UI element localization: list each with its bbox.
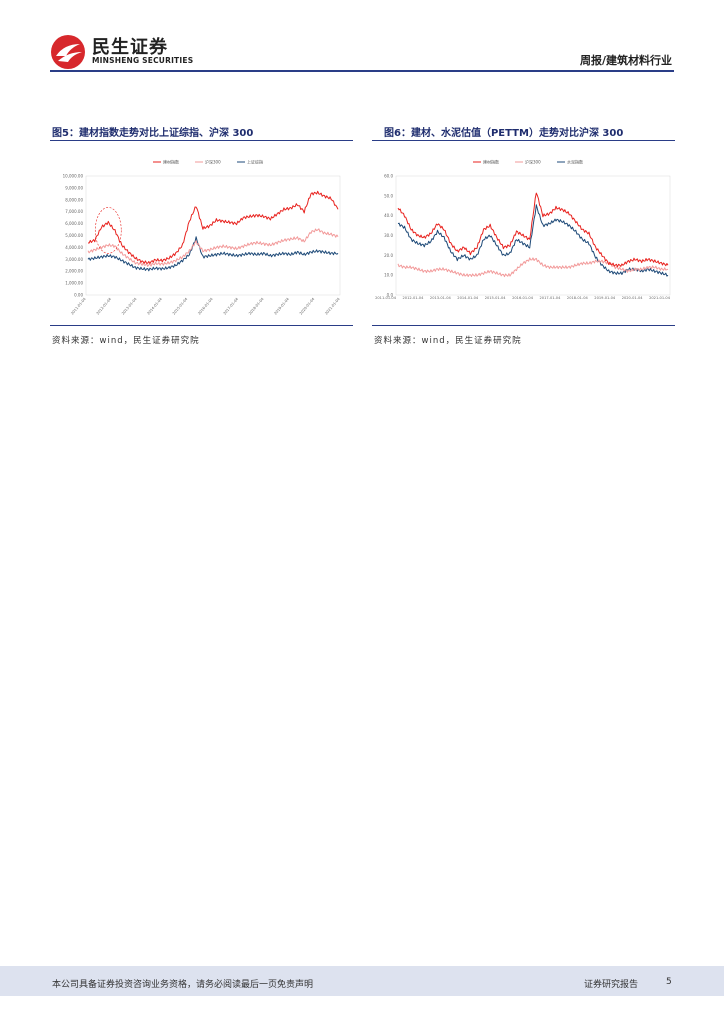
y-tick-label: 1,000.00 xyxy=(65,281,83,286)
x-tick-label: 2017-01-04 xyxy=(223,297,240,316)
figure-5-chart: 0.00 1,000.00 2,000.00 3,000.00 4,000.00 5,00… xyxy=(63,159,342,316)
y-tick-label: 6,000.00 xyxy=(65,221,83,226)
series-line xyxy=(397,257,669,278)
figure-5-source: 资料来源：wind，民生证券研究院 xyxy=(52,336,200,346)
legend-label: 建材指数 xyxy=(163,159,179,165)
figure-6-top-rule xyxy=(372,140,675,141)
y-tick-label: 30.0 xyxy=(384,233,393,238)
x-tick-label: 2020-01-04 xyxy=(622,296,644,300)
x-tick-label: 2018-01-04 xyxy=(567,296,589,300)
y-tick-label: 10,000.00 xyxy=(63,174,84,179)
y-tick-label: 0.00 xyxy=(74,293,83,298)
x-tick-label: 2015-01-04 xyxy=(485,296,507,300)
x-tick-label: 2011-01-04 xyxy=(375,296,397,300)
y-tick-label: 4,000.00 xyxy=(65,245,83,250)
y-tick-label: 2,000.00 xyxy=(65,269,83,274)
y-tick-label: 7,000.00 xyxy=(65,209,83,214)
brand-name-en: MINSHENG SECURITIES xyxy=(92,56,194,65)
x-tick-label: 2021-01-04 xyxy=(649,296,671,300)
x-tick-label: 2011-01-04 xyxy=(70,297,87,316)
figure-5-title: 图5：建材指数走势对比上证综指、沪深 300 xyxy=(52,128,254,139)
footer-disclaimer: 本公司具备证券投资咨询业务资格，请务必阅读最后一页免责声明 xyxy=(52,980,314,990)
minsheng-logo-icon xyxy=(51,35,85,69)
series-line xyxy=(88,190,339,265)
series-line xyxy=(397,192,669,268)
highlight-ellipse xyxy=(94,207,122,254)
figure-6-bottom-rule xyxy=(372,325,675,326)
x-tick-label: 2014-01-04 xyxy=(457,296,479,300)
y-tick-label: 50.0 xyxy=(384,193,393,198)
y-tick-label: 20.0 xyxy=(384,253,393,258)
legend-label: 上证综指 xyxy=(247,159,263,165)
x-tick-label: 2013-01-04 xyxy=(121,297,138,316)
header-divider xyxy=(50,70,674,72)
x-tick-label: 2016-01-04 xyxy=(197,297,214,316)
series-line xyxy=(397,204,669,277)
y-tick-label: 10.0 xyxy=(384,273,393,278)
report-type: 周报/建筑材料行业 xyxy=(579,54,672,67)
y-tick-label: 9,000.00 xyxy=(65,185,83,190)
series-line xyxy=(87,228,339,267)
x-tick-label: 2021-01-04 xyxy=(324,297,341,316)
plot-area xyxy=(85,175,341,296)
x-tick-label: 2012-01-04 xyxy=(96,297,113,316)
x-tick-label: 2013-01-04 xyxy=(430,296,452,300)
figure-5-bottom-rule xyxy=(50,325,353,326)
figure-6-chart: 0.0 10.0 20.0 30.0 40.0 50.0 60.0 2011-01-04 201… xyxy=(375,159,671,301)
legend-label: 水泥指数 xyxy=(567,159,583,165)
y-tick-label: 40.0 xyxy=(384,213,393,218)
y-tick-label: 60.0 xyxy=(384,174,393,179)
x-tick-label: 2019-01-04 xyxy=(273,297,290,316)
x-tick-label: 2017-01-04 xyxy=(540,296,562,300)
figure-5-top-rule xyxy=(50,140,353,141)
brand-name-cn: 民生证券 xyxy=(92,37,168,58)
x-tick-label: 2015-01-04 xyxy=(172,297,189,316)
y-tick-label: 8,000.00 xyxy=(65,197,83,202)
series-line xyxy=(87,236,339,272)
y-tick-label: 3,000.00 xyxy=(65,257,83,262)
legend-label: 建材指数 xyxy=(483,159,499,165)
x-tick-label: 2014-01-04 xyxy=(146,297,163,316)
figure-6-title: 图6：建材、水泥估值（PETTM）走势对比沪深 300 xyxy=(384,128,624,139)
x-tick-label: 2019-01-04 xyxy=(594,296,616,300)
figure-6-source: 资料来源：wind，民生证券研究院 xyxy=(374,336,522,346)
y-tick-label: 5,000.00 xyxy=(65,233,83,238)
footer-report-label: 证券研究报告 xyxy=(584,980,639,990)
x-tick-label: 2012-01-04 xyxy=(403,296,425,300)
plot-area xyxy=(395,175,671,296)
page-number: 5 xyxy=(666,977,672,987)
x-tick-label: 2020-01-04 xyxy=(299,297,316,316)
y-tick-label: 0.0 xyxy=(387,293,394,298)
x-tick-label: 2018-01-04 xyxy=(248,297,265,316)
legend-label: 沪深300 xyxy=(525,159,541,165)
page-footer xyxy=(0,966,724,996)
page-header: 民生证券 MINSHENG SECURITIES 周报/建筑材料行业 xyxy=(0,0,724,76)
x-tick-label: 2016-01-04 xyxy=(512,296,534,300)
legend-label: 沪深300 xyxy=(205,159,221,165)
